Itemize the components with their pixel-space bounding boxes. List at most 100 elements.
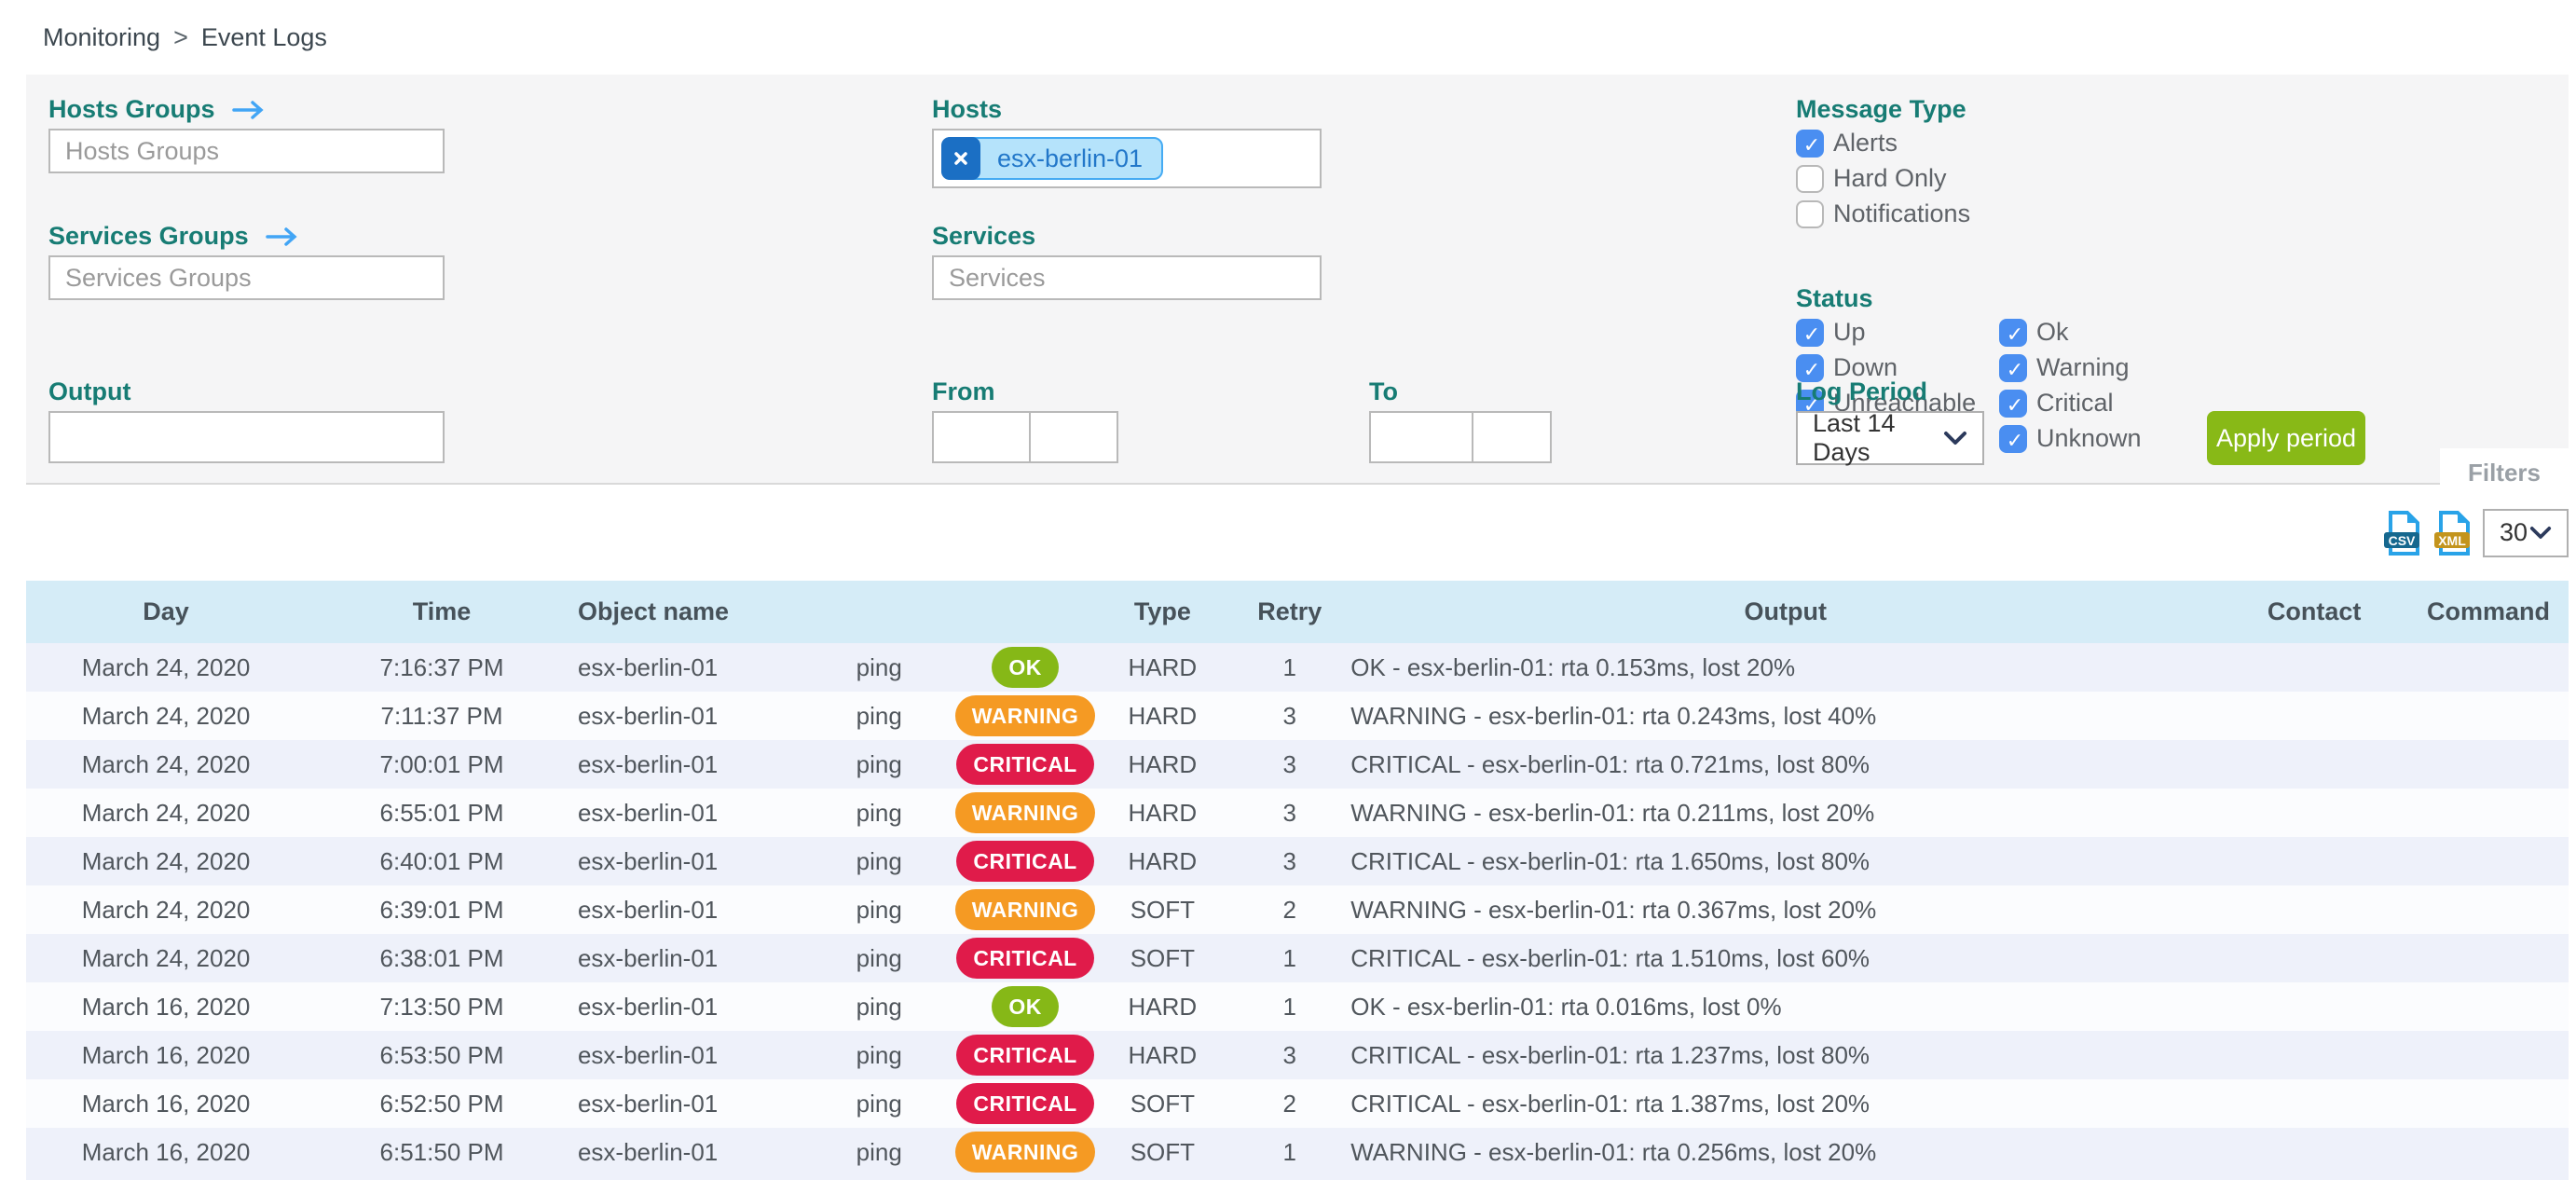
checkbox-label: Unknown [2036, 424, 2142, 452]
status-badge: CRITICAL [956, 1035, 1094, 1076]
output-cell: CRITICAL - esx-berlin-01: rta 1.237ms, l… [1350, 1040, 1870, 1069]
command-cell [2408, 934, 2569, 982]
services-groups-arrow-icon[interactable] [265, 226, 299, 248]
checkbox[interactable] [1999, 318, 2029, 349]
time-cell: 7:13:50 PM [379, 992, 504, 1021]
command-cell [2408, 692, 2569, 740]
output-cell: WARNING - esx-berlin-01: rta 0.367ms, lo… [1350, 895, 1877, 924]
service-cell: ping [856, 1137, 902, 1166]
from-date-input[interactable] [932, 411, 1031, 463]
table-row[interactable]: March 24, 2020 6:40:01 PM esx-berlin-01 … [26, 837, 2569, 885]
column-header-contact: Contact [2267, 597, 2362, 625]
service-cell: ping [856, 1089, 902, 1118]
hosts-groups-label: Hosts Groups [48, 95, 266, 124]
table-row[interactable]: March 24, 2020 7:00:01 PM esx-berlin-01 … [26, 740, 2569, 789]
checkbox-label: Notifications [1833, 199, 1971, 227]
contact-cell [2220, 740, 2408, 789]
apply-period-button[interactable]: Apply period [2207, 411, 2365, 465]
service-cell: ping [856, 992, 902, 1021]
object-name-cell: esx-berlin-01 [577, 701, 719, 730]
contact-cell [2220, 885, 2408, 934]
table-row[interactable]: March 16, 2020 6:51:50 PM esx-berlin-01 … [26, 1128, 2569, 1176]
object-name-cell: esx-berlin-01 [577, 749, 719, 778]
to-date-input[interactable] [1369, 411, 1473, 463]
object-name-cell: esx-berlin-01 [577, 846, 719, 875]
from-label: From [932, 377, 995, 405]
log-period-select[interactable]: Last 14 Days [1796, 409, 1984, 466]
retry-cell: 2 [1282, 1089, 1296, 1118]
export-xml-icon[interactable]: XML [2432, 510, 2472, 556]
hosts-groups-arrow-icon[interactable] [231, 99, 266, 121]
page-size-select[interactable]: 30 [2483, 508, 2569, 557]
from-time-input[interactable] [1029, 411, 1118, 463]
column-header-type: Type [1133, 597, 1191, 625]
object-name-cell: esx-berlin-01 [577, 1137, 719, 1166]
checkbox[interactable] [1999, 424, 2029, 455]
status-cell: WARNING [954, 1128, 1097, 1176]
checkbox[interactable] [1796, 164, 1824, 193]
command-cell [2408, 740, 2569, 789]
service-cell: ping [856, 846, 902, 875]
table-row[interactable]: March 24, 2020 6:39:01 PM esx-berlin-01 … [26, 885, 2569, 934]
export-csv-icon[interactable]: CSV [2382, 510, 2421, 556]
column-header-service [804, 581, 954, 643]
command-cell [2408, 643, 2569, 692]
filters-tab[interactable]: Filters [2439, 448, 2569, 497]
checkbox[interactable] [1999, 389, 2029, 419]
hosts-groups-input[interactable] [48, 129, 445, 173]
time-cell: 6:38:01 PM [379, 943, 504, 972]
day-cell: March 16, 2020 [81, 1137, 251, 1166]
table-row[interactable]: March 24, 2020 6:55:01 PM esx-berlin-01 … [26, 789, 2569, 837]
breadcrumb-monitoring[interactable]: Monitoring [43, 22, 161, 51]
type-cell: HARD [1128, 992, 1198, 1021]
retry-cell: 3 [1282, 1040, 1296, 1069]
breadcrumb: Monitoring > Event Logs [0, 0, 2576, 75]
contact-cell [2220, 837, 2408, 885]
column-header-object-name: Object name [577, 597, 730, 625]
checkbox[interactable] [1796, 318, 1826, 349]
checkbox[interactable] [1796, 353, 1826, 384]
output-input[interactable] [48, 411, 445, 463]
services-groups-input[interactable] [48, 255, 445, 300]
day-cell: March 24, 2020 [81, 701, 251, 730]
checkbox-label: Alerts [1833, 129, 1898, 157]
object-name-cell: esx-berlin-01 [577, 798, 719, 827]
checkbox[interactable] [1796, 129, 1826, 159]
table-row[interactable]: March 24, 2020 6:38:01 PM esx-berlin-01 … [26, 934, 2569, 982]
services-input[interactable] [932, 255, 1322, 300]
type-cell: SOFT [1130, 943, 1196, 972]
chevron-down-icon [2529, 526, 2552, 540]
time-cell: 6:40:01 PM [379, 846, 504, 875]
contact-cell [2220, 1079, 2408, 1128]
status-cell: CRITICAL [954, 1031, 1097, 1079]
checkbox[interactable] [1796, 199, 1824, 228]
to-time-input[interactable] [1472, 411, 1552, 463]
object-name-cell: esx-berlin-01 [577, 1089, 719, 1118]
object-name-cell: esx-berlin-01 [577, 895, 719, 924]
service-cell: ping [856, 701, 902, 730]
host-chip: esx-berlin-01 [941, 137, 1164, 180]
status-options-service: Ok Warning Critical Unknown [1999, 318, 2142, 460]
type-cell: HARD [1128, 1040, 1198, 1069]
status-cell: CRITICAL [954, 1079, 1097, 1128]
table-row[interactable]: March 16, 2020 7:13:50 PM esx-berlin-01 … [26, 982, 2569, 1031]
table-row[interactable]: March 16, 2020 6:53:50 PM esx-berlin-01 … [26, 1031, 2569, 1079]
checkbox-label: Warning [2036, 353, 2130, 381]
command-cell [2408, 885, 2569, 934]
table-row[interactable]: March 24, 2020 7:11:37 PM esx-berlin-01 … [26, 692, 2569, 740]
hosts-input[interactable]: esx-berlin-01 [932, 129, 1322, 188]
svg-text:XML: XML [2438, 533, 2466, 548]
remove-chip-icon[interactable] [941, 137, 980, 180]
column-header-retry: Retry [1257, 597, 1322, 625]
output-cell: OK - esx-berlin-01: rta 0.016ms, lost 0% [1350, 992, 1782, 1021]
svg-text:CSV: CSV [2389, 533, 2416, 548]
column-header-day: Day [143, 597, 189, 625]
command-cell [2408, 1031, 2569, 1079]
table-row[interactable]: March 24, 2020 7:16:37 PM esx-berlin-01 … [26, 643, 2569, 692]
day-cell: March 16, 2020 [81, 992, 251, 1021]
breadcrumb-event-logs[interactable]: Event Logs [200, 22, 327, 51]
checkbox[interactable] [1999, 353, 2029, 384]
table-row[interactable]: March 16, 2020 6:52:50 PM esx-berlin-01 … [26, 1079, 2569, 1128]
contact-cell [2220, 692, 2408, 740]
retry-cell: 1 [1282, 652, 1296, 681]
